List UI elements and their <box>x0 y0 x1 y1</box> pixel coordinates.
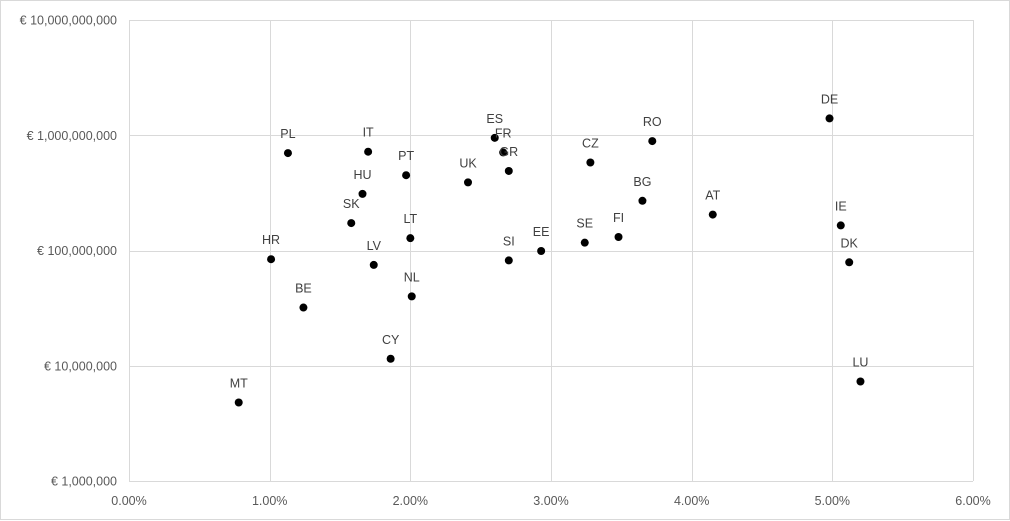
data-point-lv <box>369 260 378 269</box>
data-points <box>234 114 865 407</box>
data-point-hr <box>267 255 276 264</box>
data-point-cy <box>386 354 395 363</box>
data-point-cz <box>586 158 595 167</box>
data-label-uk: UK <box>459 156 477 170</box>
data-point-ro <box>648 137 657 146</box>
data-label-es: ES <box>486 112 503 126</box>
data-point-hu <box>358 189 367 198</box>
data-label-nl: NL <box>404 270 420 284</box>
data-point-es <box>490 133 499 142</box>
y-tick-label: € 10,000,000,000 <box>20 14 117 28</box>
data-label-lv: LV <box>367 239 382 253</box>
data-label-be: BE <box>295 282 312 296</box>
data-point-dk <box>845 258 854 267</box>
data-point-gr <box>504 166 513 175</box>
data-label-fr: FR <box>495 126 512 140</box>
y-tick-label: € 10,000,000 <box>44 359 117 373</box>
data-label-fi: FI <box>613 211 624 225</box>
data-point-si <box>504 256 513 265</box>
data-point-at <box>708 210 717 219</box>
data-point-bg <box>638 196 647 205</box>
data-point-pl <box>283 149 292 158</box>
data-point-ie <box>836 221 845 230</box>
data-label-se: SE <box>576 217 593 231</box>
data-point-ee <box>537 247 546 256</box>
data-label-hr: HR <box>262 233 280 247</box>
data-point-nl <box>407 292 416 301</box>
gridlines <box>129 20 974 482</box>
data-point-pt <box>402 171 411 180</box>
y-tick-label: € 1,000,000,000 <box>27 129 117 143</box>
data-label-de: DE <box>821 92 838 106</box>
x-tick-label: 5.00% <box>815 494 850 508</box>
data-label-bg: BG <box>633 175 651 189</box>
data-label-sk: SK <box>343 197 360 211</box>
data-label-it: IT <box>363 126 374 140</box>
data-label-lu: LU <box>852 356 868 370</box>
data-point-de <box>825 114 834 123</box>
y-tick-label: € 100,000,000 <box>37 244 117 258</box>
x-tick-label: 4.00% <box>674 494 709 508</box>
data-label-gr: GR <box>499 145 518 159</box>
axis-tick-labels: 0.00% 1.00% 2.00% 3.00% 4.00% 5.00% 6.00% € 1,0… <box>20 14 991 509</box>
data-label-cz: CZ <box>582 137 599 151</box>
data-point-mt <box>234 398 243 407</box>
data-label-ie: IE <box>835 199 847 213</box>
data-point-se <box>580 238 589 247</box>
data-label-ee: EE <box>533 225 550 239</box>
data-label-mt: MT <box>230 376 248 390</box>
data-label-pl: PL <box>280 127 295 141</box>
data-point-fi <box>614 232 623 241</box>
data-label-cy: CY <box>382 333 400 347</box>
data-point-uk <box>464 178 473 187</box>
x-tick-label: 6.00% <box>955 494 990 508</box>
data-point-lu <box>856 377 865 386</box>
data-point-be <box>299 303 308 312</box>
data-point-lt <box>406 234 415 243</box>
data-label-si: SI <box>503 234 515 248</box>
data-label-lt: LT <box>403 212 417 226</box>
data-label-pt: PT <box>398 149 414 163</box>
data-label-dk: DK <box>841 236 859 250</box>
x-tick-label: 2.00% <box>393 494 428 508</box>
y-tick-label: € 1,000,000 <box>51 475 117 489</box>
data-point-sk <box>347 219 356 228</box>
data-label-ro: RO <box>643 115 662 129</box>
x-tick-label: 3.00% <box>533 494 568 508</box>
x-tick-label: 1.00% <box>252 494 287 508</box>
data-label-hu: HU <box>353 168 371 182</box>
data-point-fr <box>499 148 508 157</box>
x-tick-label: 0.00% <box>111 494 146 508</box>
data-point-it <box>364 147 373 156</box>
data-label-at: AT <box>705 189 720 203</box>
